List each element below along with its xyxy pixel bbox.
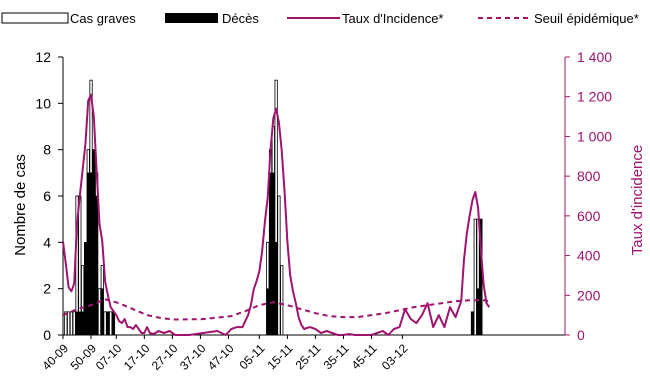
x-tick-label: 15-11 — [264, 341, 295, 372]
deces-bar — [100, 288, 104, 336]
right-tick-label: 600 — [577, 208, 601, 224]
cas-graves-bar — [72, 311, 76, 336]
left-axis-ticks: 0 2 4 6 8 10 12 — [35, 49, 63, 343]
x-tick-label: 50-09 — [68, 341, 100, 373]
left-tick-label: 4 — [43, 234, 51, 250]
right-tick-label: 0 — [577, 327, 585, 343]
right-tick-label: 800 — [577, 168, 601, 184]
x-tick-label: 03-12 — [379, 341, 411, 373]
deces-bar — [269, 172, 272, 336]
deces-bar — [471, 311, 474, 336]
x-tick-label: 07-10 — [93, 341, 125, 373]
cas-graves-bar — [103, 311, 107, 336]
x-tick-label: 45-11 — [349, 341, 380, 372]
deces-bar — [274, 242, 278, 336]
x-tick-label: 40-09 — [40, 341, 72, 373]
left-tick-label: 12 — [35, 49, 51, 65]
axes — [62, 57, 566, 336]
cas-graves-bar — [109, 311, 113, 336]
x-tick-label: 25-11 — [293, 341, 324, 372]
deces-bar — [89, 172, 93, 336]
left-tick-label: 6 — [43, 188, 51, 204]
deces-bar — [112, 311, 115, 336]
cas-graves-bar — [277, 195, 281, 336]
y-axis-left-label: Nombre de cas — [12, 154, 29, 256]
cas-graves-bar — [67, 311, 71, 336]
legend: Cas graves Décès Taux d'Incidence* Seuil ép… — [1, 11, 639, 26]
cas-graves-bar — [97, 288, 102, 336]
x-tick-label: 17-10 — [121, 341, 153, 373]
taux-incidence-line — [62, 93, 491, 336]
deces-bar — [78, 311, 82, 336]
cas-graves-bar — [473, 218, 477, 336]
x-tick-label: 37-10 — [177, 341, 209, 373]
deces-bar — [271, 172, 275, 336]
left-tick-label: 8 — [43, 142, 51, 158]
deces-bar — [95, 195, 99, 336]
x-tick-label: 47-10 — [205, 341, 237, 373]
seuil-epidemique-line — [62, 298, 490, 321]
series-lines — [62, 93, 491, 336]
x-tick-label: 27-10 — [149, 341, 181, 373]
deces-bars — [75, 149, 483, 336]
left-tick-label: 0 — [43, 327, 51, 343]
right-tick-label: 1 400 — [577, 49, 612, 65]
deces-bar — [81, 311, 85, 336]
left-tick-label: 10 — [35, 95, 51, 111]
x-tick-label: 35-11 — [321, 341, 352, 372]
cas-graves-bar — [280, 265, 284, 336]
legend-label-seuil: Seuil épidémique* — [534, 11, 639, 26]
right-tick-label: 200 — [577, 287, 601, 303]
legend-swatch-cas-graves — [1, 12, 69, 24]
deces-bar — [92, 149, 96, 336]
deces-bar — [75, 311, 79, 336]
legend-label-cas-graves: Cas graves — [70, 11, 136, 26]
deces-bar — [86, 172, 90, 336]
legend-label-deces: Décès — [222, 11, 259, 26]
deces-bar — [106, 311, 110, 336]
right-tick-label: 1 000 — [577, 128, 612, 144]
left-tick-label: 2 — [43, 281, 51, 297]
cas-graves-bar — [64, 311, 68, 336]
deces-bar — [83, 242, 87, 336]
deces-bar — [476, 288, 480, 336]
legend-swatch-deces — [165, 13, 218, 23]
right-tick-label: 1 200 — [577, 89, 612, 105]
right-axis-ticks: 0 200 400 600 800 1 000 1 200 1 400 — [565, 49, 612, 343]
cas-graves-bar — [69, 311, 74, 336]
right-tick-label: 400 — [577, 248, 601, 264]
y-axis-right-label: Taux d'incidence — [629, 145, 646, 255]
deces-bar — [266, 288, 270, 336]
legend-label-taux: Taux d'Incidence* — [342, 11, 444, 26]
x-tick-label: 05-11 — [236, 341, 267, 372]
